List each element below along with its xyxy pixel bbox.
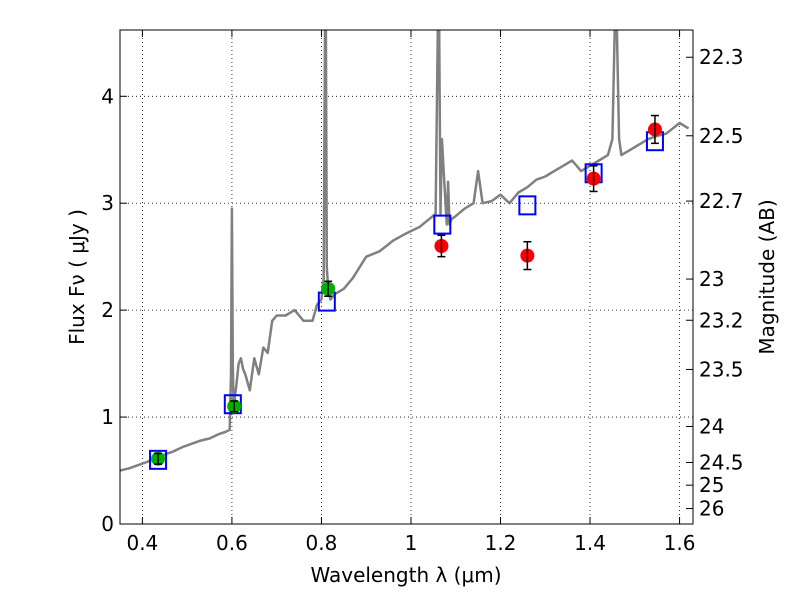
y-axis-label-right: Magnitude (AB) [755, 199, 779, 354]
right-tick-label: 23.5 [699, 357, 744, 381]
x-tick-label: 0.8 [306, 531, 338, 555]
x-axis-label: Wavelength λ (μm) [310, 563, 501, 587]
y-tick-label: 1 [101, 405, 114, 429]
model-box-marker [433, 214, 452, 235]
x-tick-label: 1 [405, 531, 418, 555]
right-tick-label: 23 [699, 267, 724, 291]
y-tick-label: 2 [101, 298, 114, 322]
ticks-layer: 0.4 0.6 0.8 1 1.2 1.4 1.60123422.322.522.72323… [101, 30, 744, 555]
right-tick-label: 22.7 [699, 189, 744, 213]
right-tick-label: 25 [699, 473, 724, 497]
plot-background [120, 30, 693, 524]
x-tick-label: 1.6 [664, 531, 696, 555]
y-tick-label: 0 [101, 512, 114, 536]
markers-layer [149, 114, 664, 470]
x-tick-label: 1.2 [485, 531, 517, 555]
plot-frame [119, 29, 694, 525]
spectrum-line [120, 30, 690, 472]
x-tick-label: 0.6 [216, 531, 248, 555]
x-tick-label: 0.4 [126, 531, 158, 555]
model-box-marker [518, 195, 537, 216]
right-tick-label: 24 [699, 414, 724, 438]
x-tick-label: 1.4 [574, 531, 606, 555]
model-box-marker [149, 449, 168, 470]
right-tick-label: 23.2 [699, 308, 744, 332]
y-tick-label: 3 [101, 191, 114, 215]
y-tick-label: 4 [101, 84, 114, 108]
y-axis-label-left: Flux Fν ( μJy ) [65, 209, 89, 345]
right-tick-label: 22.5 [699, 124, 744, 148]
series-layer [120, 30, 690, 472]
right-tick-label: 24.5 [699, 450, 744, 474]
right-tick-label: 22.3 [699, 45, 744, 69]
right-tick-label: 26 [699, 497, 724, 521]
